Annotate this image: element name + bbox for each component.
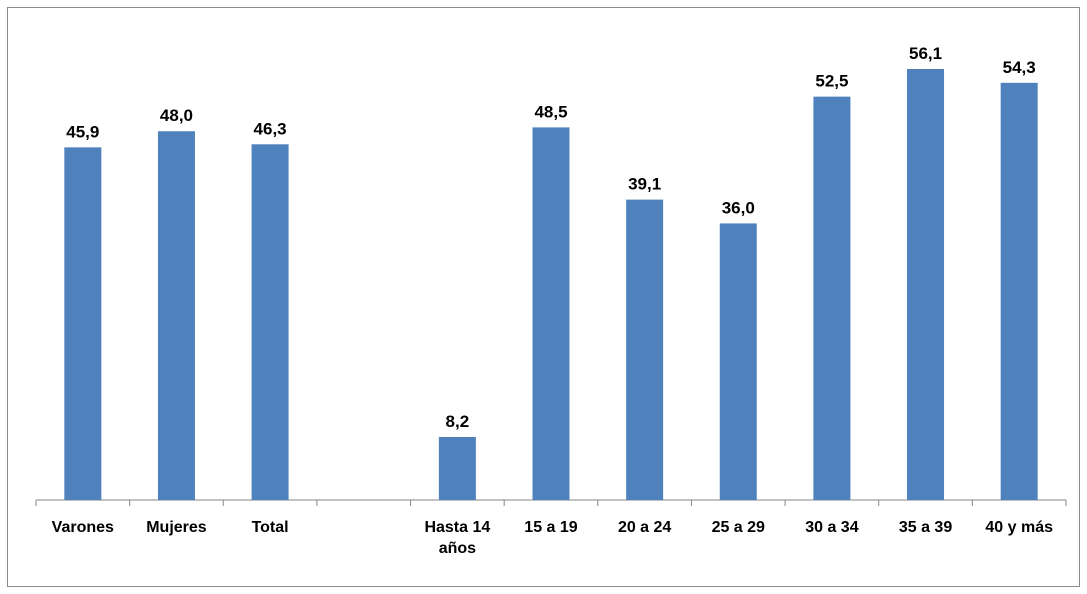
data-label: 48,5 [534, 102, 567, 121]
data-label: 54,3 [1003, 58, 1036, 77]
data-label: 46,3 [254, 119, 287, 138]
x-tick-label: 15 a 19 [524, 519, 577, 536]
data-label: 48,0 [160, 106, 193, 125]
x-tick-label: Mujeres [146, 519, 207, 536]
data-label: 52,5 [815, 72, 848, 91]
x-tick-label: 35 a 39 [899, 519, 952, 536]
x-tick-label: Hasta 14 [424, 519, 490, 536]
data-label: 56,1 [909, 44, 942, 63]
data-label: 36,0 [722, 198, 755, 217]
x-tick-label: 40 y más [985, 519, 1053, 536]
data-label: 8,2 [446, 412, 470, 431]
bar [157, 131, 195, 500]
bar [907, 69, 945, 500]
bar [1000, 82, 1038, 500]
data-label: 39,1 [628, 175, 661, 194]
bar [813, 96, 851, 501]
bar [719, 223, 757, 500]
bar [438, 437, 476, 500]
bar [251, 144, 289, 500]
bar [532, 127, 570, 500]
x-tick-label: años [439, 540, 476, 557]
x-tick-label: 30 a 34 [805, 519, 858, 536]
x-tick-label: Total [252, 519, 289, 536]
bar [64, 147, 102, 500]
data-label: 45,9 [66, 122, 99, 141]
bar [626, 199, 664, 500]
x-tick-label: 20 a 24 [618, 519, 671, 536]
x-tick-label: Varones [52, 519, 114, 536]
x-tick-label: 25 a 29 [712, 519, 765, 536]
